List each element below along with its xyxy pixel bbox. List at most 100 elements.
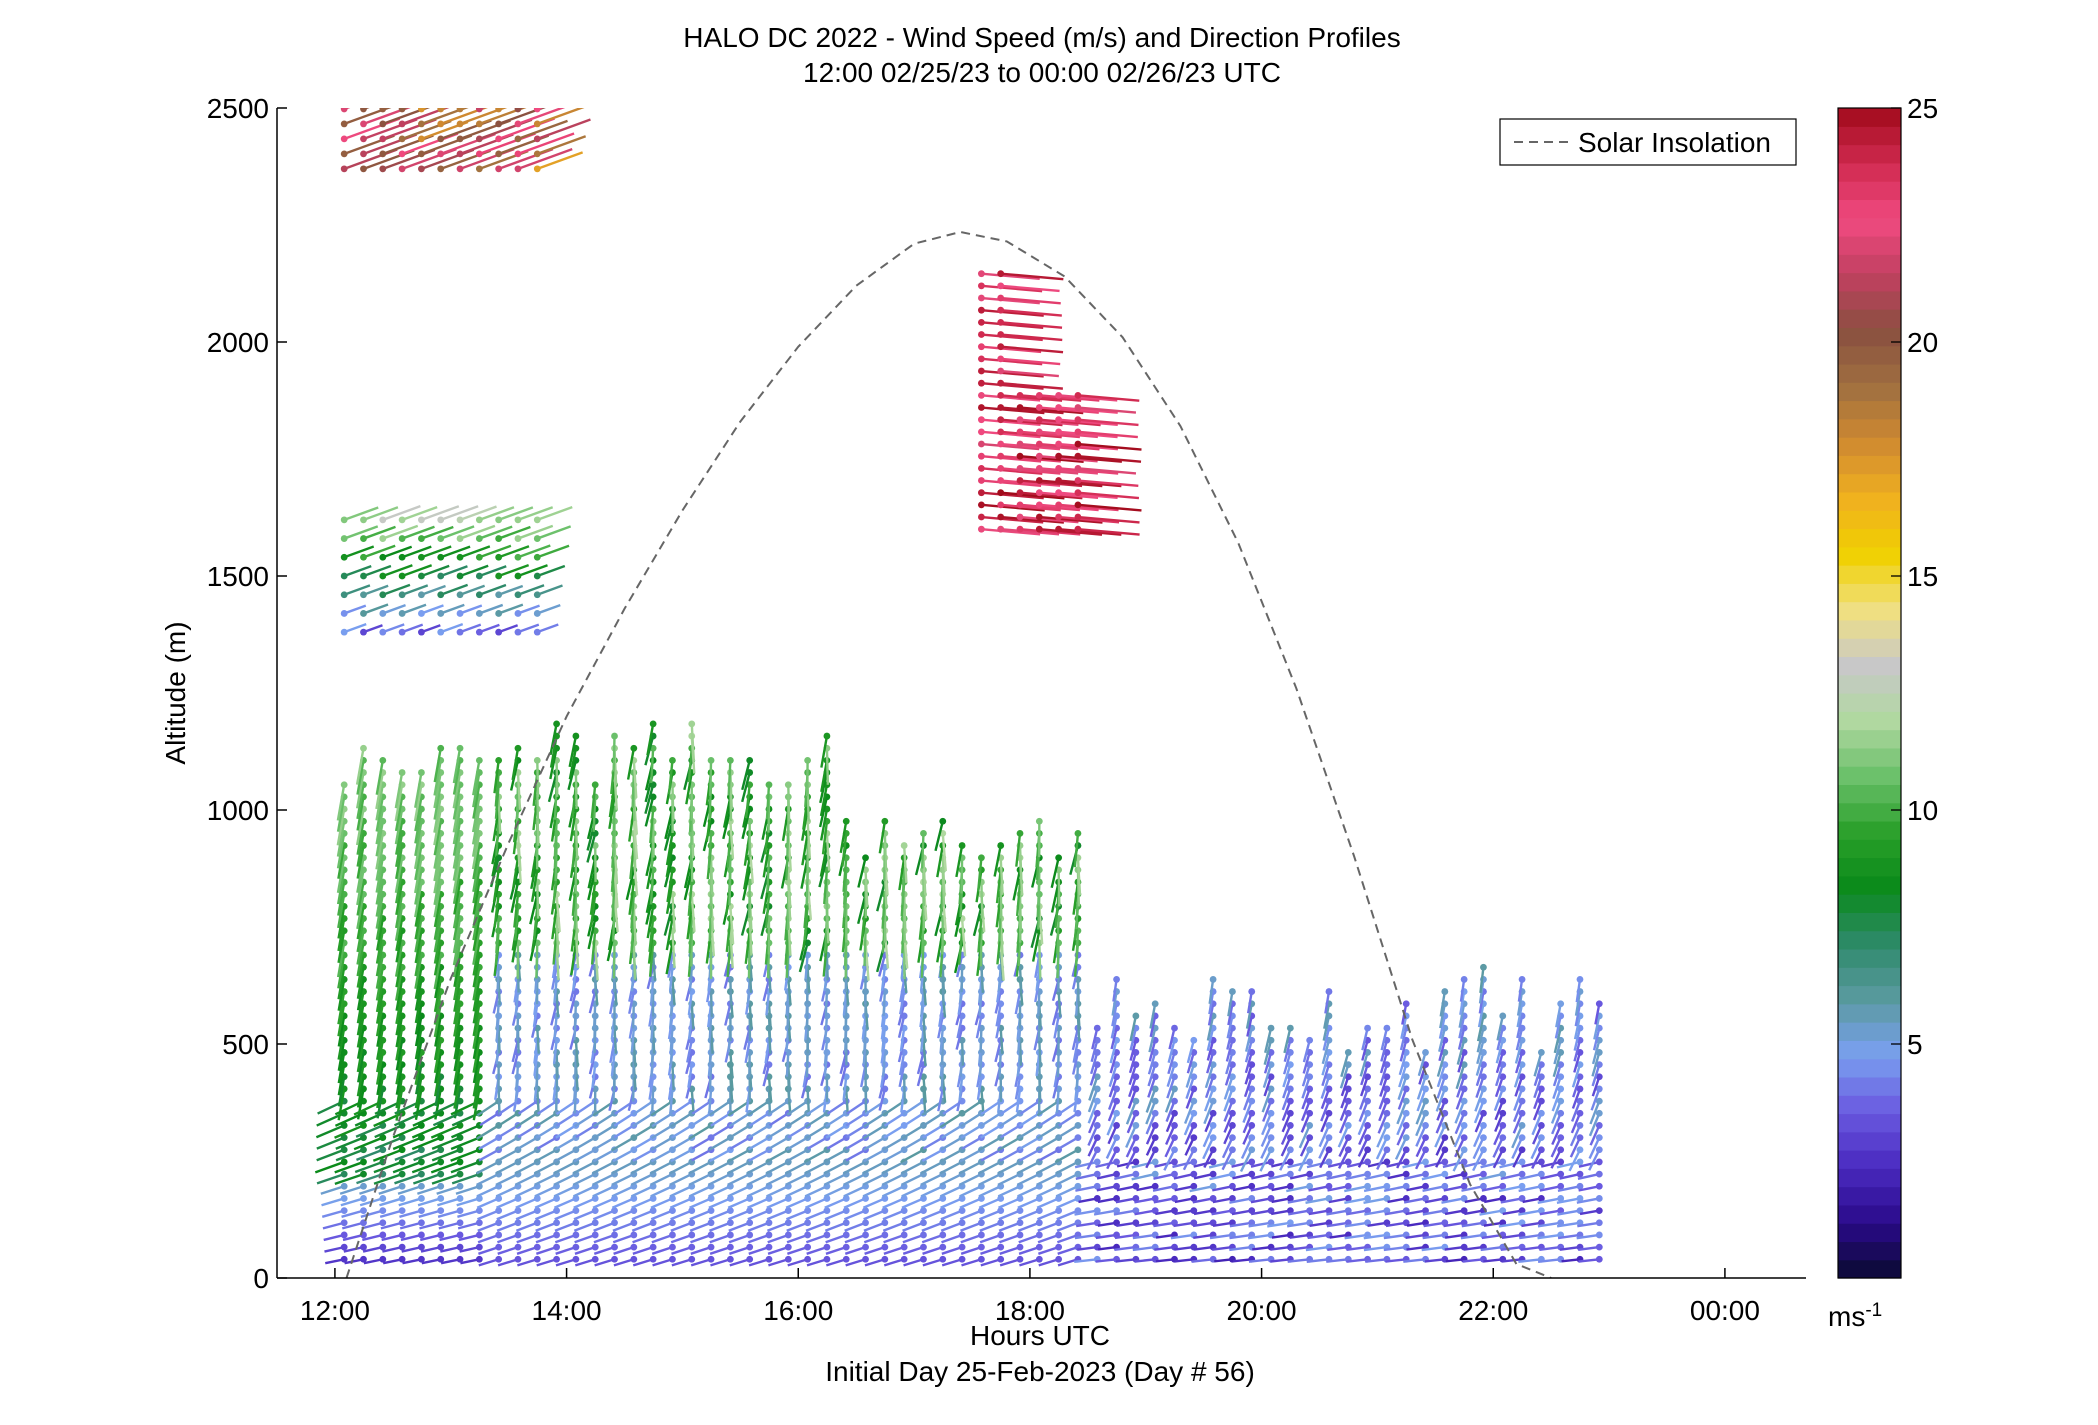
wind-barb-stick <box>823 869 829 905</box>
wind-barb-dot <box>398 591 406 599</box>
wind-barb-stick <box>1052 1076 1060 1099</box>
wind-barb-stick <box>592 1197 615 1209</box>
wind-barb-stick <box>547 772 558 803</box>
wind-barb-stick <box>1301 1064 1311 1087</box>
wind-barb-stick <box>359 1185 384 1195</box>
wind-barb-stick <box>920 833 925 869</box>
wind-barb-stick <box>922 1124 944 1139</box>
wind-barb-stick <box>571 967 578 991</box>
wind-barb-stick <box>414 857 423 894</box>
legend-label-solar: Solar Insolation <box>1578 127 1771 158</box>
wind-barb-stick <box>374 1124 403 1139</box>
wind-barb-stick <box>534 1173 558 1186</box>
wind-barb-dot <box>360 1255 367 1263</box>
wind-barb-stick <box>1000 430 1062 439</box>
wind-barb-stick <box>1039 528 1103 536</box>
wind-barb-dot <box>1422 1049 1429 1056</box>
wind-barb-stick <box>824 991 829 1017</box>
wind-barb-stick <box>433 894 442 928</box>
wind-barb-dot <box>1171 1195 1178 1202</box>
wind-barb-dot <box>533 610 541 617</box>
wind-barb-dot <box>398 1219 406 1227</box>
wind-barb-stick <box>401 603 427 615</box>
wind-barb-stick <box>689 1197 712 1209</box>
wind-barb-dot <box>1267 1122 1275 1129</box>
wind-barb-stick <box>959 1197 982 1209</box>
wind-barb-stick <box>516 1245 538 1255</box>
wind-barb-stick <box>1134 1258 1156 1263</box>
wind-barb-stick <box>1327 1160 1349 1168</box>
wind-barb-stick <box>1282 1064 1292 1088</box>
wind-barb-dot <box>707 1255 715 1263</box>
wind-barb-stick <box>743 857 751 890</box>
wind-barb-stick <box>517 119 568 141</box>
wind-barb-dot <box>1286 1073 1294 1081</box>
wind-barb-stick <box>898 1052 906 1076</box>
wind-barb-stick <box>1227 1003 1234 1026</box>
wind-barb-stick <box>1495 1039 1504 1064</box>
wind-barb-stick <box>900 1148 925 1164</box>
wind-barb-stick <box>594 1258 615 1267</box>
wind-barb-dot <box>1537 1049 1545 1056</box>
wind-barb-stick <box>356 918 365 953</box>
wind-barb-dot <box>1499 1073 1507 1081</box>
wind-barb-dot <box>1016 1243 1024 1251</box>
wind-barb-stick <box>670 1221 693 1232</box>
wind-barb-stick <box>608 991 616 1015</box>
wind-barb-stick <box>651 1233 673 1244</box>
wind-barb-stick <box>1456 1076 1466 1098</box>
wind-barb-stick <box>375 906 384 940</box>
wind-barb-dot <box>1441 1207 1449 1215</box>
wind-barb-stick <box>556 1112 577 1127</box>
wind-barb-stick <box>1479 967 1485 993</box>
wind-barb-dot <box>437 1231 445 1239</box>
wind-barb-stick <box>842 1160 867 1175</box>
wind-barb-stick <box>414 906 423 940</box>
wind-barb-stick <box>1019 503 1081 512</box>
wind-barb-stick <box>940 1209 963 1221</box>
wind-barb-dot <box>1537 1097 1545 1105</box>
colorbar-band <box>1838 546 1901 566</box>
wind-barb-stick <box>493 894 500 928</box>
wind-barb-dot <box>881 817 889 825</box>
wind-barb-stick <box>1226 1015 1234 1039</box>
wind-barb-stick <box>690 723 696 762</box>
wind-barb-stick <box>497 1088 501 1115</box>
wind-barb-dot <box>1035 1219 1043 1227</box>
wind-barb-stick <box>394 808 404 845</box>
wind-barb-dot <box>958 1207 966 1215</box>
wind-barb-dot <box>1499 1170 1507 1178</box>
wind-barb-dot <box>1132 1207 1140 1215</box>
wind-barb-stick <box>514 1173 538 1186</box>
wind-barb-stick <box>921 1221 944 1232</box>
wind-barb-stick <box>434 1052 442 1084</box>
wind-barb-stick <box>337 979 346 1011</box>
wind-barb-dot <box>533 1207 541 1215</box>
wind-barb-stick <box>1308 1209 1330 1216</box>
wind-barb-stick <box>1088 1076 1099 1101</box>
wind-barb-stick <box>824 1185 847 1198</box>
wind-barb-stick <box>804 1160 828 1175</box>
wind-barb-dot <box>360 610 367 617</box>
wind-barb-stick <box>394 796 404 832</box>
wind-barb-dot <box>1209 1195 1217 1202</box>
wind-barb-stick <box>1262 1064 1273 1089</box>
wind-barb-dot <box>1267 1158 1275 1166</box>
wind-barb-stick <box>536 118 591 141</box>
wind-barb-dot <box>514 744 522 752</box>
wind-barb-stick <box>999 857 1004 895</box>
wind-barb-stick <box>1056 918 1060 954</box>
wind-barb-dot <box>1383 1134 1391 1141</box>
wind-barb-stick <box>1231 1160 1253 1168</box>
wind-barb-stick <box>959 1185 982 1198</box>
wind-barb-stick <box>1326 1209 1349 1216</box>
wind-barb-stick <box>728 1112 751 1128</box>
wind-barb-stick <box>592 1148 616 1163</box>
wind-barb-dot <box>1229 1085 1236 1093</box>
wind-barb-dot <box>1113 1146 1120 1154</box>
wind-barb-dot <box>997 489 1005 497</box>
wind-barb-dot <box>437 1255 445 1263</box>
wind-barb-stick <box>478 1136 500 1151</box>
wind-barb-stick <box>1087 1137 1099 1157</box>
colorbar-band <box>1838 601 1901 621</box>
